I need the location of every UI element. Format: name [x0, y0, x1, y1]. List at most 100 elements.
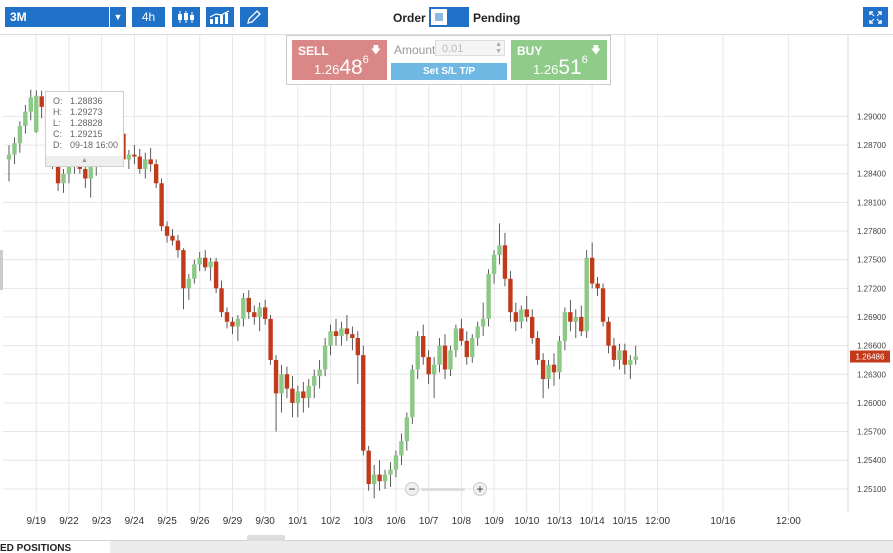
candle-body	[524, 309, 529, 317]
candle-body	[377, 474, 382, 482]
chart-indicator-icon	[209, 10, 230, 24]
candle-body	[213, 261, 219, 289]
x-tick-label: 10/15	[612, 516, 637, 527]
candle-body	[181, 250, 186, 289]
candle-body	[257, 307, 262, 317]
x-tick-label: 9/19	[27, 516, 47, 527]
candle-body	[617, 350, 622, 360]
stepper-icon[interactable]: ▲ ▼	[495, 41, 502, 55]
ohlc-high-value: 1.29273	[70, 107, 103, 117]
x-tick-label: 10/10	[514, 516, 539, 527]
ohlc-date-value: 09-18 16:00	[70, 140, 119, 150]
timeframe-button[interactable]: 4h	[132, 7, 165, 27]
candle-body	[339, 328, 344, 337]
candle-body	[371, 474, 377, 485]
candle-body	[17, 125, 23, 144]
candle-body	[535, 337, 540, 360]
candle-body	[12, 143, 17, 155]
symbol-select[interactable]: 3M ▼	[5, 7, 126, 27]
candle-body	[589, 257, 595, 284]
bottom-panel: ED POSITIONS	[0, 535, 893, 553]
buy-price-prefix: 1.26	[533, 62, 559, 77]
buy-label: BUY	[517, 44, 543, 58]
candle-body	[235, 318, 241, 327]
candle-body	[551, 364, 557, 373]
candlestick-type-button[interactable]	[172, 7, 200, 27]
candle-body	[486, 273, 491, 319]
chevron-down-icon[interactable]: ▼	[109, 7, 126, 27]
candle-body	[622, 350, 628, 365]
candle-body	[268, 318, 273, 360]
candle-body	[350, 334, 355, 338]
candle-body	[295, 391, 301, 403]
x-tick-label: 10/7	[419, 516, 439, 527]
order-pending-toggle[interactable]	[429, 7, 469, 27]
candle-body	[61, 173, 66, 184]
candle-body	[513, 312, 519, 322]
x-tick-label: 10/8	[452, 516, 472, 527]
candle-body	[192, 264, 197, 279]
candle-body	[437, 345, 442, 365]
arrow-down-icon: 🡇	[590, 45, 601, 56]
ohlc-low: L: 1.28828	[53, 118, 103, 129]
candle-body	[415, 336, 420, 370]
candle-body	[159, 183, 164, 227]
candle-body	[562, 312, 568, 341]
ohlc-close: C: 1.29215	[53, 129, 103, 140]
symbol-label: 3M	[10, 10, 27, 24]
candle-body	[459, 328, 464, 341]
candle-body	[186, 278, 192, 289]
candle-body	[219, 288, 224, 313]
buy-button[interactable]: BUY 🡇 1.26516	[511, 40, 607, 80]
indicators-button[interactable]	[206, 7, 234, 27]
x-tick-label: 9/30	[255, 516, 275, 527]
x-tick-label: 10/9	[484, 516, 504, 527]
y-tick-label: 1.26600	[857, 342, 886, 351]
y-tick-label: 1.25700	[857, 428, 886, 437]
order-label: Order	[393, 11, 426, 25]
panel-resize-grip[interactable]	[247, 535, 285, 541]
candle-body	[230, 321, 235, 327]
y-tick-label: 1.27500	[857, 256, 886, 265]
candlestick-icon	[178, 11, 194, 23]
candle-body	[301, 391, 306, 399]
candle-body	[328, 331, 333, 346]
y-tick-label: 1.28700	[857, 141, 886, 150]
y-tick-label: 1.26900	[857, 313, 886, 322]
price-chart[interactable]: 1.29000 1.28700 1.28400 1.28100 1.27800 1.275…	[0, 35, 893, 540]
y-tick-label: 1.29000	[857, 112, 886, 121]
draw-tool-button[interactable]	[240, 7, 268, 27]
ohlc-high: H: 1.29273	[53, 107, 103, 118]
candle-body	[55, 164, 61, 184]
candle-body	[453, 328, 459, 351]
candle-body	[426, 357, 431, 375]
zoom-out-icon[interactable]: −	[405, 482, 419, 496]
left-resize-handle[interactable]	[0, 250, 3, 290]
candle-body	[382, 474, 388, 482]
y-tick-label: 1.28400	[857, 170, 886, 179]
fullscreen-button[interactable]	[863, 7, 888, 27]
candle-body	[28, 97, 33, 112]
sell-label: SELL	[298, 44, 329, 58]
candle-body	[388, 469, 393, 475]
candle-body	[606, 321, 611, 346]
candle-body	[470, 337, 475, 358]
zoom-slider[interactable]	[421, 488, 465, 491]
candle-body	[284, 374, 290, 389]
trade-panel: SELL 🡇 1.26486 Amount 0.01 ▲ ▼ Set S/L T/…	[286, 35, 611, 85]
x-tick-label: 12:00	[645, 516, 670, 527]
chart-area[interactable]: 1.29000 1.28700 1.28400 1.28100 1.27800 1.275…	[0, 35, 893, 540]
ohlc-open-label: O:	[53, 96, 63, 106]
collapse-tooltip-icon[interactable]: ▲	[46, 156, 123, 166]
sell-price-pips: 48	[339, 56, 363, 79]
candle-body	[126, 154, 132, 160]
amount-input[interactable]: 0.01 ▲ ▼	[435, 40, 505, 56]
candle-body	[491, 254, 497, 274]
x-tick-label: 10/2	[321, 516, 341, 527]
y-tick-label: 1.27800	[857, 227, 886, 236]
sell-button[interactable]: SELL 🡇 1.26486	[292, 40, 387, 80]
zoom-in-icon[interactable]: +	[473, 482, 487, 496]
set-sl-tp-button[interactable]: Set S/L T/P	[391, 63, 507, 80]
positions-tab[interactable]: ED POSITIONS	[0, 541, 110, 553]
ohlc-high-label: H:	[53, 107, 62, 117]
